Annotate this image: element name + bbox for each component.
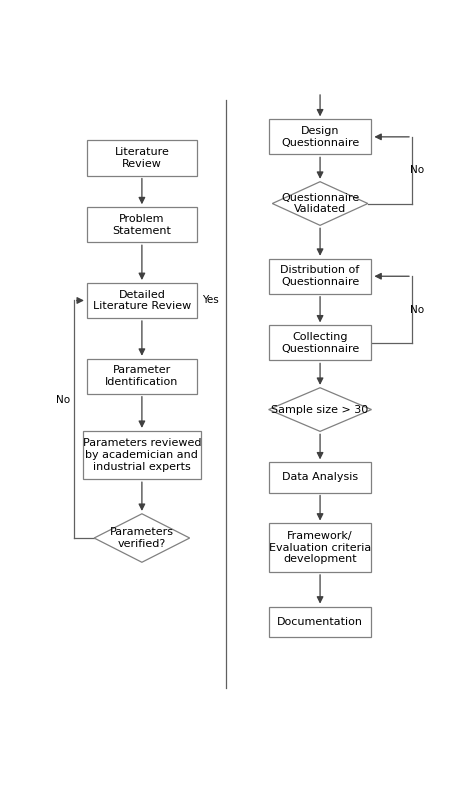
Text: Design
Questionnaire: Design Questionnaire [281,126,359,148]
Text: No: No [410,305,424,315]
Text: Parameters
verified?: Parameters verified? [110,527,174,549]
Polygon shape [272,182,368,225]
Bar [269,462,372,493]
Text: No: No [56,395,70,405]
Text: Parameter
Identification: Parameter Identification [105,365,179,387]
Text: Problem
Statement: Problem Statement [112,214,171,235]
Text: Parameters reviewed
by academician and
industrial experts: Parameters reviewed by academician and i… [82,438,201,471]
Text: Documentation: Documentation [277,617,363,626]
Text: Sample size > 30: Sample size > 30 [272,405,369,415]
Bar [269,259,372,294]
Polygon shape [94,514,190,562]
Text: Literature
Review: Literature Review [114,147,169,169]
Text: Collecting
Questionnaire: Collecting Questionnaire [281,332,359,353]
Text: Data Analysis: Data Analysis [282,472,358,482]
Polygon shape [269,388,372,431]
Bar [87,283,197,318]
Text: Distribution of
Questionnaire: Distribution of Questionnaire [281,265,360,287]
Bar [87,207,197,242]
Bar [269,523,372,572]
Bar [87,141,197,176]
Text: Questionnaire
Validated: Questionnaire Validated [281,193,359,214]
Text: Yes: Yes [202,295,219,305]
Bar [87,359,197,394]
Bar [269,120,372,154]
Text: Framework/
Evaluation criteria
development: Framework/ Evaluation criteria developme… [269,531,371,564]
Bar [83,430,201,479]
Bar [269,325,372,360]
Text: No: No [410,165,424,176]
Bar [269,607,372,637]
Text: Detailed
Literature Review: Detailed Literature Review [93,290,191,312]
